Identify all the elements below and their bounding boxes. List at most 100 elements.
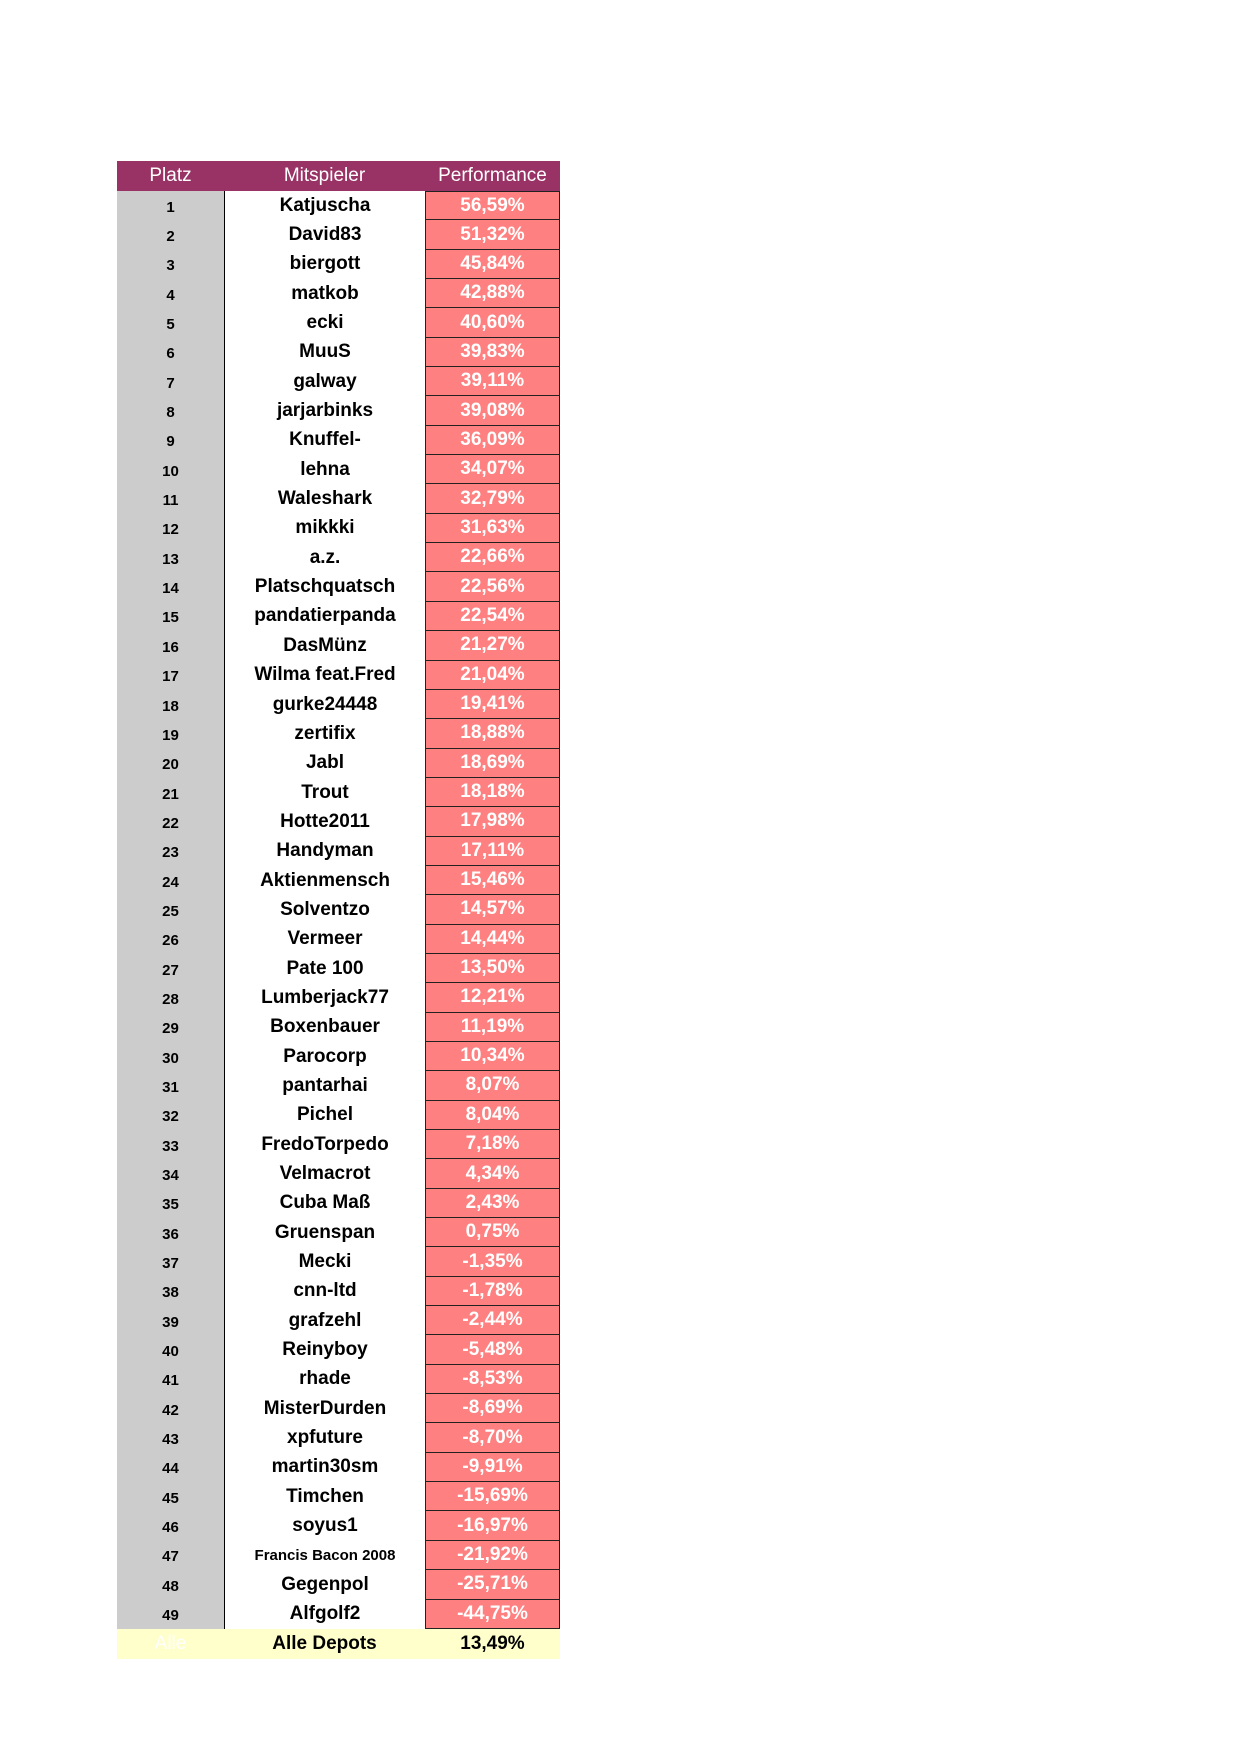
table-row: 36 Gruenspan 0,75%: [117, 1218, 560, 1248]
table-row: 41 rhade -8,53%: [117, 1364, 560, 1395]
performance-cell: 12,21%: [425, 983, 560, 1013]
performance-cell: 10,34%: [425, 1041, 560, 1072]
rank-cell: 14: [117, 572, 224, 602]
performance-cell: 21,04%: [425, 660, 560, 690]
table-row: 45 Timchen -15,69%: [117, 1482, 560, 1512]
rank-cell: 46: [117, 1511, 224, 1541]
rank-cell: 20: [117, 748, 224, 778]
player-cell: MisterDurden: [224, 1394, 425, 1424]
rank-cell: 31: [117, 1071, 224, 1101]
player-cell: zertifix: [224, 719, 425, 749]
performance-cell: -8,53%: [425, 1364, 560, 1395]
performance-cell: 17,98%: [425, 807, 560, 837]
table-row: 4 matkob 42,88%: [117, 279, 560, 309]
player-cell: Katjuscha: [224, 191, 425, 221]
table-row: 32 Pichel 8,04%: [117, 1100, 560, 1130]
table-row: 22 Hotte2011 17,98%: [117, 807, 560, 837]
table-row: 47 Francis Bacon 2008 -21,92%: [117, 1540, 560, 1571]
rank-cell: 10: [117, 455, 224, 485]
performance-cell: 56,59%: [425, 191, 560, 221]
performance-cell: 18,18%: [425, 777, 560, 808]
table-row: 25 Solventzo 14,57%: [117, 895, 560, 925]
player-cell: Aktienmensch: [224, 865, 425, 896]
player-cell: Pichel: [224, 1100, 425, 1130]
player-cell: Solventzo: [224, 895, 425, 925]
performance-cell: 39,11%: [425, 367, 560, 397]
rank-cell: 4: [117, 279, 224, 309]
performance-cell: -1,78%: [425, 1276, 560, 1307]
performance-cell: -21,92%: [425, 1540, 560, 1571]
rank-cell: 1: [117, 191, 224, 221]
table-row: 48 Gegenpol -25,71%: [117, 1570, 560, 1600]
header-platz: Platz: [149, 165, 192, 186]
player-cell: galway: [224, 367, 425, 397]
table-row: 18 gurke24448 19,41%: [117, 689, 560, 720]
performance-cell: 0,75%: [425, 1218, 560, 1248]
performance-cell: -2,44%: [425, 1306, 560, 1336]
player-cell: DasMünz: [224, 631, 425, 661]
rank-cell: 35: [117, 1188, 224, 1219]
table-body: 1 Katjuscha 56,59% 2 David83 51,32% 3 biergott 4…: [117, 191, 560, 1629]
table-row: 1 Katjuscha 56,59%: [117, 191, 560, 221]
performance-cell: 34,07%: [425, 455, 560, 485]
rank-cell: 42: [117, 1394, 224, 1424]
rank-cell: 13: [117, 543, 224, 573]
performance-cell: 39,08%: [425, 396, 560, 426]
performance-cell: 8,07%: [425, 1071, 560, 1101]
rank-cell: 18: [117, 689, 224, 720]
performance-cell: 32,79%: [425, 484, 560, 514]
player-cell: Handyman: [224, 836, 425, 866]
rank-cell: 19: [117, 719, 224, 749]
table-header: Platz Mitspieler Performance: [117, 161, 560, 191]
table-row: 9 Knuffel- 36,09%: [117, 425, 560, 456]
table-row: 26 Vermeer 14,44%: [117, 924, 560, 954]
performance-cell: 42,88%: [425, 279, 560, 309]
player-cell: rhade: [224, 1364, 425, 1395]
player-cell: Boxenbauer: [224, 1012, 425, 1042]
player-cell: Mecki: [224, 1247, 425, 1277]
rank-cell: 7: [117, 367, 224, 397]
player-cell: biergott: [224, 249, 425, 280]
table-row: 16 DasMünz 21,27%: [117, 631, 560, 661]
performance-cell: 8,04%: [425, 1100, 560, 1130]
table-row: 28 Lumberjack77 12,21%: [117, 983, 560, 1013]
rank-cell: 6: [117, 337, 224, 368]
performance-cell: 17,11%: [425, 836, 560, 866]
performance-cell: -44,75%: [425, 1599, 560, 1629]
rank-cell: 15: [117, 601, 224, 632]
table-row: 30 Parocorp 10,34%: [117, 1041, 560, 1072]
rank-cell: 45: [117, 1482, 224, 1512]
table-row: 14 Platschquatsch 22,56%: [117, 572, 560, 602]
rank-cell: 3: [117, 249, 224, 280]
performance-cell: 4,34%: [425, 1159, 560, 1189]
table-row: 20 Jabl 18,69%: [117, 748, 560, 778]
player-cell: Hotte2011: [224, 807, 425, 837]
table-row: 33 FredoTorpedo 7,18%: [117, 1130, 560, 1160]
performance-cell: -5,48%: [425, 1335, 560, 1365]
player-cell: matkob: [224, 279, 425, 309]
player-cell: jarjarbinks: [224, 396, 425, 426]
player-cell: FredoTorpedo: [224, 1130, 425, 1160]
table-row: 17 Wilma feat.Fred 21,04%: [117, 660, 560, 690]
performance-cell: 11,19%: [425, 1012, 560, 1042]
performance-cell: -16,97%: [425, 1511, 560, 1541]
player-cell: Velmacrot: [224, 1159, 425, 1189]
rank-cell: 38: [117, 1276, 224, 1307]
performance-cell: 19,41%: [425, 689, 560, 720]
rank-cell: 26: [117, 924, 224, 954]
player-cell: soyus1: [224, 1511, 425, 1541]
table-row: 34 Velmacrot 4,34%: [117, 1159, 560, 1189]
player-cell: Parocorp: [224, 1041, 425, 1072]
player-cell: martin30sm: [224, 1452, 425, 1483]
performance-cell: -15,69%: [425, 1482, 560, 1512]
table-row: 35 Cuba Maß 2,43%: [117, 1188, 560, 1219]
player-cell: xpfuture: [224, 1423, 425, 1453]
rank-cell: 43: [117, 1423, 224, 1453]
table-row: 46 soyus1 -16,97%: [117, 1511, 560, 1541]
table-row: 6 MuuS 39,83%: [117, 337, 560, 368]
rank-cell: 22: [117, 807, 224, 837]
table-row: 31 pantarhai 8,07%: [117, 1071, 560, 1101]
player-cell: Knuffel-: [224, 425, 425, 456]
table-row: 8 jarjarbinks 39,08%: [117, 396, 560, 426]
player-cell: mikkki: [224, 513, 425, 544]
